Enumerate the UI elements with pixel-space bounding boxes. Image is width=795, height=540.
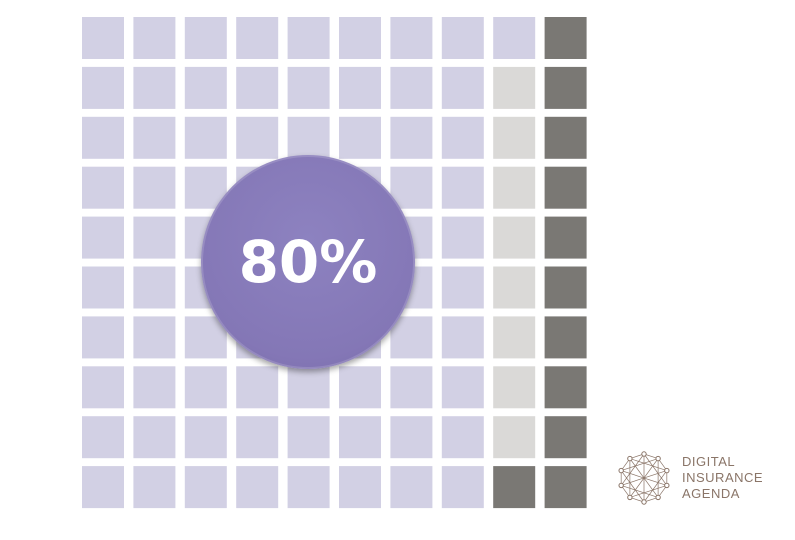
logo-line-3: AGENDA: [682, 486, 740, 501]
waffle-cell-a: [133, 216, 176, 259]
waffle-cell-a: [441, 366, 484, 409]
waffle-cell-a: [339, 366, 381, 409]
waffle-cell-a: [82, 416, 124, 459]
waffle-cell-c: [544, 216, 587, 259]
waffle-cell-a: [390, 416, 433, 459]
waffle-cell-a: [82, 366, 124, 409]
waffle-cell-a: [133, 316, 176, 359]
waffle-cell-a: [441, 266, 484, 309]
waffle-cell-a: [236, 116, 279, 159]
waffle-cell-a: [287, 366, 330, 409]
waffle-cell-a: [184, 466, 227, 509]
waffle-cell-a: [390, 466, 433, 509]
waffle-cell-a: [184, 66, 227, 109]
waffle-cell-b: [493, 166, 536, 209]
waffle-cell-a: [184, 416, 227, 459]
waffle-cell-a: [133, 416, 176, 459]
percentage-label: 80%: [238, 228, 378, 296]
waffle-cell-a: [390, 17, 433, 59]
waffle-cell-a: [441, 216, 484, 259]
waffle-cell-b: [493, 416, 536, 459]
waffle-cell-c: [544, 466, 587, 509]
waffle-cell-a: [82, 216, 124, 259]
waffle-cell-b: [493, 266, 536, 309]
waffle-cell-a: [82, 316, 124, 359]
waffle-cell-a: [390, 366, 433, 409]
waffle-cell-c: [544, 66, 587, 109]
waffle-cell-a: [441, 116, 484, 159]
waffle-cell-a: [441, 416, 484, 459]
waffle-cell-a: [82, 466, 124, 509]
waffle-cell-c: [544, 416, 587, 459]
waffle-cell-a: [236, 466, 279, 509]
waffle-cell-a: [339, 116, 381, 159]
waffle-cell-a: [339, 466, 381, 509]
waffle-cell-a: [236, 366, 279, 409]
waffle-cell-a: [390, 166, 433, 209]
waffle-cell-a: [236, 416, 279, 459]
waffle-cell-a: [82, 116, 124, 159]
waffle-cell-a: [133, 266, 176, 309]
waffle-cell-a: [339, 66, 381, 109]
waffle-cell-a: [82, 66, 124, 109]
waffle-cell-a: [339, 416, 381, 459]
waffle-cell-a: [133, 17, 176, 59]
waffle-cell-c: [493, 466, 536, 509]
waffle-cell-b: [493, 316, 536, 359]
waffle-cell-a: [390, 116, 433, 159]
waffle-cell-a: [441, 17, 484, 59]
waffle-cell-a: [441, 316, 484, 359]
waffle-cell-a: [441, 166, 484, 209]
waffle-cell-a: [133, 366, 176, 409]
waffle-cell-a: [441, 66, 484, 109]
waffle-cell-c: [544, 116, 587, 159]
waffle-cell-a: [184, 116, 227, 159]
waffle-cell-a: [82, 17, 124, 59]
logo-text: DIGITAL INSURANCE AGENDA: [682, 454, 763, 502]
waffle-cell-a: [287, 466, 330, 509]
waffle-cell-a: [390, 66, 433, 109]
waffle-cell-c: [544, 316, 587, 359]
waffle-cell-a: [339, 17, 381, 59]
waffle-cell-a: [184, 366, 227, 409]
waffle-cell-a: [82, 266, 124, 309]
waffle-cell-a: [133, 466, 176, 509]
waffle-cell-c: [544, 366, 587, 409]
waffle-cell-a: [133, 66, 176, 109]
waffle-cell-a: [441, 466, 484, 509]
waffle-cell-b: [493, 116, 536, 159]
waffle-cell-a: [236, 66, 279, 109]
logo-line-2: INSURANCE: [682, 470, 764, 485]
waffle-cell-a: [287, 17, 330, 59]
waffle-cell-a: [287, 116, 330, 159]
waffle-cell-a: [287, 416, 330, 459]
percentage-badge: 80%: [201, 155, 415, 369]
waffle-cell-a: [287, 66, 330, 109]
waffle-cell-a: [133, 116, 176, 159]
logo-line-1: DIGITAL: [682, 454, 736, 469]
waffle-cell-a: [184, 17, 227, 59]
waffle-cell-a: [390, 316, 433, 359]
waffle-cell-a: [82, 166, 124, 209]
logo: DIGITAL INSURANCE AGENDA: [616, 450, 763, 506]
waffle-cell-a: [236, 17, 279, 59]
waffle-cell-b: [493, 216, 536, 259]
waffle-cell-a: [133, 166, 176, 209]
waffle-cell-b: [493, 66, 536, 109]
waffle-cell-c: [544, 266, 587, 309]
waffle-cell-a: [493, 17, 536, 59]
waffle-cell-c: [544, 166, 587, 209]
waffle-cell-c: [544, 17, 587, 59]
globe-network-icon: [618, 451, 670, 505]
waffle-cell-b: [493, 366, 536, 409]
